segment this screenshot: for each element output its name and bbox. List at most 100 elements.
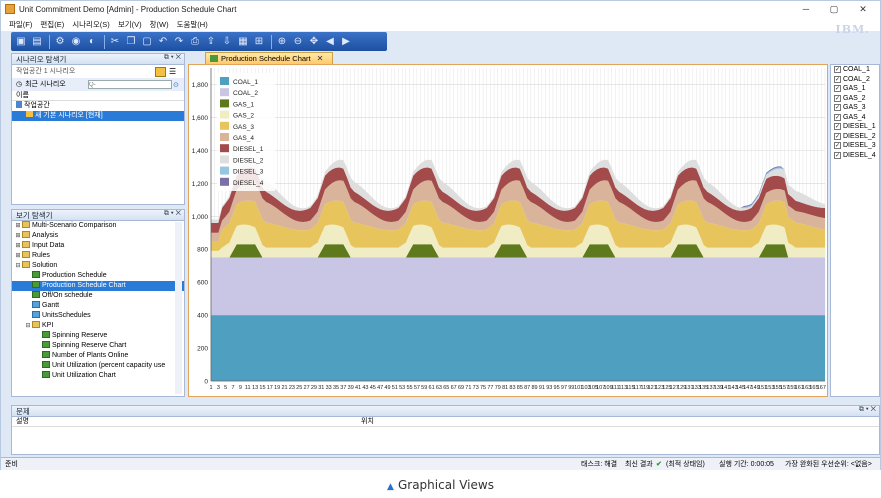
- checkbox-icon[interactable]: ✓: [834, 151, 841, 159]
- print-icon[interactable]: ⎙: [191, 36, 199, 47]
- tree-item[interactable]: Off/On schedule: [12, 291, 184, 301]
- view-explorer-title: 보기 탐색기: [16, 210, 53, 220]
- series-toggle[interactable]: ✓ DIESEL_3: [831, 141, 879, 151]
- tree-item[interactable]: Unit Utilization (percent capacity use: [12, 361, 184, 371]
- series-toggle[interactable]: ✓ GAS_3: [831, 103, 879, 113]
- series-area-coal_1: [211, 315, 825, 381]
- pan-icon[interactable]: ✥: [309, 36, 319, 47]
- tree-item[interactable]: ⊞ Multi-Scenario Comparison: [12, 221, 184, 231]
- tree-item-label: Production Schedule Chart: [42, 282, 126, 289]
- x-tick-label: 87: [524, 385, 530, 391]
- panel-controls-icon[interactable]: ⧉ ▾ ✕: [858, 406, 876, 413]
- undo-icon[interactable]: ↶: [158, 36, 168, 47]
- series-toggle[interactable]: ✓ GAS_4: [831, 113, 879, 123]
- expand-toggle-icon[interactable]: ⊞: [15, 243, 21, 249]
- cut-icon[interactable]: ✂: [110, 36, 120, 47]
- save-icon[interactable]: ▣: [16, 36, 26, 47]
- checkbox-icon[interactable]: ✓: [834, 66, 841, 74]
- legend-swatch: [220, 88, 229, 97]
- series-toggle[interactable]: ✓ DIESEL_4: [831, 151, 879, 161]
- grid-icon[interactable]: ▦: [238, 36, 248, 47]
- series-toggle[interactable]: ✓ DIESEL_1: [831, 122, 879, 132]
- tree-item[interactable]: ⊞ Input Data: [12, 241, 184, 251]
- workspace-item[interactable]: 작업공간: [12, 101, 184, 111]
- paste-icon[interactable]: ▢: [142, 36, 152, 47]
- copy-icon[interactable]: ❐: [126, 36, 136, 47]
- tree-item[interactable]: ⊞ Analysis: [12, 231, 184, 241]
- checkbox-icon[interactable]: ✓: [834, 113, 841, 121]
- column-location[interactable]: 위치: [361, 418, 374, 425]
- main-toolbar: ▣ ▤ ⚙ ◉ ◐ ✂ ❐ ▢ ↶ ↷ ⎙ ⇪ ⇩ ▦ ⊞ ⊕ ⊖ ✥ ◀ ▶: [11, 32, 387, 51]
- tree-item[interactable]: ⊟ KPI: [12, 321, 184, 331]
- tree-item[interactable]: Production Schedule: [12, 271, 184, 281]
- search-go-icon[interactable]: ⊙: [173, 82, 179, 89]
- run-icon[interactable]: ⚙: [55, 36, 65, 47]
- checkbox-icon[interactable]: ✓: [834, 123, 841, 131]
- checkbox-icon[interactable]: ✓: [834, 132, 841, 140]
- status-task: 태스크: 해결: [581, 461, 618, 468]
- menu-view[interactable]: 보기(V): [117, 19, 142, 29]
- maximize-button[interactable]: ▢: [829, 3, 839, 14]
- forward-arrow-icon[interactable]: ▶: [342, 36, 350, 47]
- back-arrow-icon[interactable]: ◀: [326, 36, 334, 47]
- tree-scrollbar[interactable]: [175, 222, 182, 394]
- checkbox-icon[interactable]: ✓: [834, 142, 841, 150]
- panel-controls-icon[interactable]: ⧉ ▾ ✕: [163, 54, 181, 61]
- tree-item[interactable]: ⊞ Rules: [12, 251, 184, 261]
- x-tick-label: 17: [267, 385, 273, 391]
- menu-bar: 파일(F) 편집(E) 시나리오(S) 보기(V) 창(W) 도움말(H): [1, 17, 880, 31]
- check-icon: ✔: [656, 461, 662, 468]
- tree-item[interactable]: Spinning Reserve: [12, 331, 184, 341]
- tree-item[interactable]: UnitsSchedules: [12, 311, 184, 321]
- series-toggle[interactable]: ✓ COAL_1: [831, 65, 879, 75]
- column-description[interactable]: 설명: [16, 418, 29, 425]
- tree-item[interactable]: Production Schedule Chart: [12, 281, 184, 291]
- checkbox-icon[interactable]: ✓: [834, 75, 841, 83]
- expand-toggle-icon[interactable]: ⊞: [15, 253, 21, 259]
- expand-toggle-icon[interactable]: ⊟: [25, 323, 31, 329]
- checkbox-icon[interactable]: ✓: [834, 104, 841, 112]
- close-button[interactable]: ✕: [859, 3, 867, 14]
- tab-production-schedule-chart[interactable]: Production Schedule Chart ✕: [205, 52, 333, 64]
- minimize-button[interactable]: ─: [802, 4, 810, 14]
- menu-edit[interactable]: 편집(E): [40, 19, 65, 29]
- scenario-view-toggle-icon[interactable]: [155, 67, 166, 77]
- checkbox-icon[interactable]: ✓: [834, 85, 841, 93]
- menu-help[interactable]: 도움말(H): [176, 19, 208, 29]
- tree-item[interactable]: ⊟ Solution: [12, 261, 184, 271]
- expand-toggle-icon[interactable]: ⊞: [15, 223, 21, 229]
- series-toggle[interactable]: ✓ DIESEL_2: [831, 132, 879, 142]
- solve-icon[interactable]: ◉: [71, 36, 81, 47]
- tree-item[interactable]: Number of Plants Online: [12, 351, 184, 361]
- checkbox-icon[interactable]: ✓: [834, 94, 841, 102]
- legend-label: COAL_2: [233, 90, 258, 97]
- series-toggle[interactable]: ✓ GAS_2: [831, 94, 879, 104]
- scenario-search-input[interactable]: [88, 80, 172, 89]
- list-view-icon[interactable]: ☰: [169, 67, 177, 76]
- legend-swatch: [220, 177, 229, 186]
- zoom-in-icon[interactable]: ⊕: [277, 36, 287, 47]
- tree-item[interactable]: Gantt: [12, 301, 184, 311]
- menu-file[interactable]: 파일(F): [9, 19, 33, 29]
- recent-scenarios-label[interactable]: 최근 시나리오: [25, 81, 66, 88]
- menu-window[interactable]: 창(W): [149, 19, 169, 29]
- series-toggle[interactable]: ✓ COAL_2: [831, 75, 879, 85]
- redo-icon[interactable]: ↷: [174, 36, 184, 47]
- series-toggle[interactable]: ✓ GAS_1: [831, 84, 879, 94]
- refresh-icon[interactable]: ◐: [88, 36, 96, 47]
- tree-item[interactable]: Unit Utilization Chart: [12, 371, 184, 381]
- panel-controls-icon[interactable]: ⧉ ▾ ✕: [163, 210, 181, 217]
- menu-scenario[interactable]: 시나리오(S): [72, 19, 110, 29]
- gantt-icon: [32, 301, 40, 308]
- tree-item[interactable]: Spinning Reserve Chart: [12, 341, 184, 351]
- zoom-out-icon[interactable]: ⊖: [293, 36, 303, 47]
- expand-toggle-icon[interactable]: ⊟: [15, 263, 21, 269]
- export-icon[interactable]: ⇪: [206, 36, 216, 47]
- current-scenario-item[interactable]: 새 기본 시나리오 [현재]: [12, 111, 184, 121]
- expand-toggle-icon[interactable]: ⊞: [15, 233, 21, 239]
- filter-icon[interactable]: ⊞: [254, 36, 264, 47]
- import-icon[interactable]: ⇩: [222, 36, 232, 47]
- x-tick-label: 57: [414, 385, 420, 391]
- save-all-icon[interactable]: ▤: [32, 36, 42, 47]
- tab-close-icon[interactable]: ✕: [316, 54, 324, 63]
